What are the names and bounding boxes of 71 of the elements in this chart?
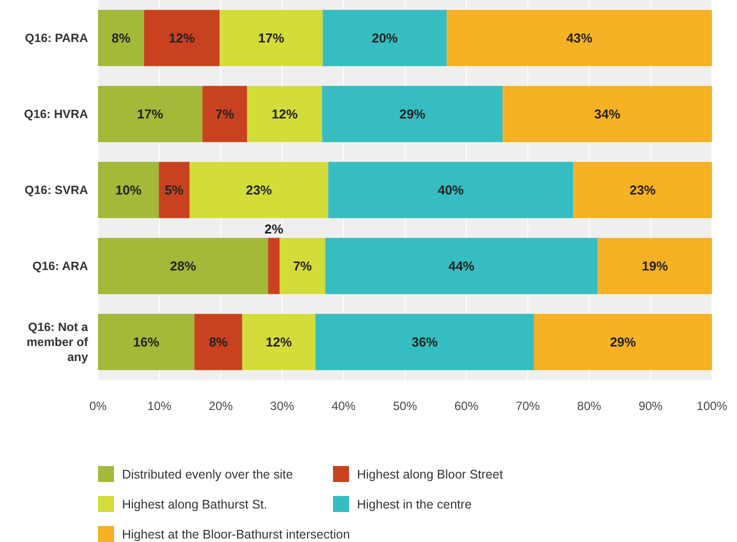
bar (268, 238, 280, 294)
data-label: 7% (215, 106, 235, 122)
data-label: 44% (448, 258, 475, 274)
y-tick-label: Q16: ARA (32, 259, 88, 274)
bar (158, 162, 190, 218)
bar (315, 314, 534, 370)
data-label: 40% (438, 182, 464, 198)
x-tick-label: 20% (208, 399, 234, 413)
bar (202, 86, 248, 142)
bar (280, 238, 326, 294)
bar (98, 10, 144, 66)
x-tick-label: 70% (516, 399, 540, 413)
data-label: 23% (630, 182, 656, 198)
x-tick-label: 0% (89, 399, 107, 413)
data-label: 12% (266, 334, 292, 350)
data-label: 16% (133, 334, 160, 350)
x-tick-label: 80% (577, 399, 602, 413)
bar (322, 10, 447, 66)
bar (328, 162, 574, 218)
y-tick-label: Q16: SVRA (24, 183, 88, 198)
data-label: 23% (246, 182, 272, 198)
x-tick-label: 100% (696, 399, 728, 413)
x-tick-label: 40% (332, 399, 356, 413)
bar (598, 238, 712, 294)
bar (247, 86, 322, 142)
x-tick-label: 10% (147, 399, 172, 413)
data-label: 34% (594, 106, 621, 122)
bar (98, 86, 202, 142)
data-label: 12% (168, 30, 196, 46)
data-label: 2% (264, 221, 284, 236)
data-label: 17% (137, 106, 164, 122)
legend-label: Distributed evenly over the site (122, 467, 293, 482)
data-label: 5% (164, 182, 184, 198)
bar (325, 238, 598, 294)
bar (446, 10, 712, 66)
data-label: 7% (293, 258, 312, 274)
bar (573, 162, 712, 218)
bar (502, 86, 712, 142)
data-label: 29% (399, 106, 426, 122)
bar (322, 86, 503, 142)
bar (98, 314, 194, 370)
x-tick-label: 30% (270, 399, 295, 413)
data-label: 43% (566, 30, 593, 46)
legend-label: Highest in the centre (357, 497, 472, 512)
bar (242, 314, 316, 370)
bar (534, 314, 712, 370)
legend-label: Highest at the Bloor-Bathurst intersection (122, 527, 350, 542)
data-label: 20% (372, 30, 398, 46)
data-label: 29% (610, 334, 636, 350)
bar (194, 314, 242, 370)
data-label: 8% (208, 334, 228, 350)
x-tick-label: 60% (454, 399, 479, 413)
bar (189, 162, 328, 218)
bar (220, 10, 323, 66)
data-label: 8% (112, 30, 131, 46)
bar (144, 10, 220, 66)
x-tick-label: 90% (638, 399, 663, 413)
y-tick-label: Q16: HVRA (24, 107, 88, 122)
x-tick-label: 50% (392, 399, 418, 413)
data-label: 10% (115, 182, 142, 198)
bar (98, 162, 159, 218)
data-label: 36% (412, 334, 438, 350)
legend-label: Highest along Bloor Street (357, 467, 504, 482)
data-label: 19% (642, 258, 668, 274)
bar (98, 238, 268, 294)
data-label: 12% (272, 106, 298, 122)
data-label: 17% (258, 30, 285, 46)
y-tick-label: Q16: PARA (24, 31, 88, 46)
y-tick-label: Q16: Not a member of any (26, 320, 89, 364)
legend-label: Highest along Bathurst St. (122, 497, 268, 512)
data-label: 28% (170, 258, 196, 274)
